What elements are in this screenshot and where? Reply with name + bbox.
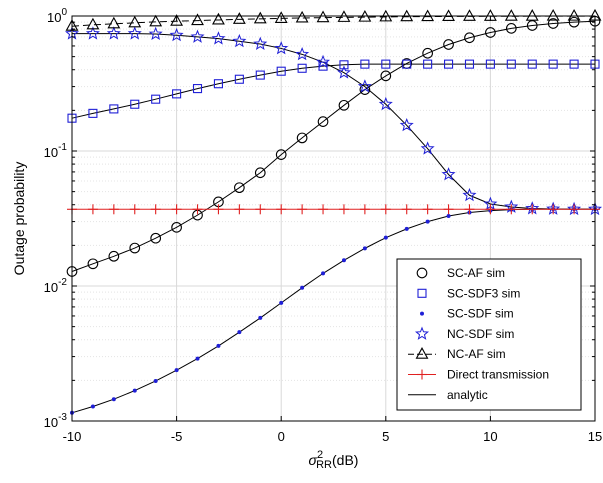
legend-label: analytic [447,388,488,402]
y-tick-label-base: 10 [47,10,61,25]
y-tick-label-exponent: -2 [58,277,67,288]
marker-dot [258,316,262,320]
y-axis-label-text: Outage probability [11,162,27,276]
x-tick-label: -10 [63,429,82,444]
marker-dot [405,227,409,231]
marker-dot [420,312,424,316]
legend-label: NC-AF sim [447,347,506,361]
legend-label: SC-AF sim [447,266,505,280]
marker-dot [237,330,241,334]
marker-dot [279,301,283,305]
y-axis-label: Outage probability [11,162,27,276]
y-tick-label-base: 10 [44,415,58,430]
y-tick-label-exponent: 0 [61,7,67,18]
marker-dot [342,258,346,262]
marker-dot [426,220,430,224]
x-tick-label: 15 [588,429,602,444]
x-axis-label-sub: RR [316,459,332,471]
x-tick-label: 0 [278,429,285,444]
y-tick-label-exponent: -3 [58,412,67,423]
marker-dot [91,405,95,409]
marker-dot [447,214,451,218]
marker-dot [216,344,220,348]
legend-label: SC-SDF3 sim [447,286,520,300]
marker-dot [384,236,388,240]
marker-dot [112,397,116,401]
y-tick-label-base: 10 [44,145,58,160]
marker-dot [133,389,137,393]
marker-dot [300,286,304,290]
y-tick-label-base: 10 [44,280,58,295]
marker-dot [154,379,158,383]
legend-label: SC-SDF sim [447,307,514,321]
y-tick-label-exponent: -1 [58,142,67,153]
x-axis-label-unit: (dB) [332,452,358,468]
x-tick-label: 5 [382,429,389,444]
marker-dot [175,368,179,372]
legend-label: Direct transmission [447,368,549,382]
x-tick-label: 10 [483,429,497,444]
marker-dot [196,357,200,361]
x-tick-label: -5 [171,429,183,444]
marker-dot [321,271,325,275]
marker-dot [363,246,367,250]
x-axis-label: σ2 RR(dB) [309,449,359,471]
legend: SC-AF sim SC-SDF3 sim SC-SDF sim NC-SDF sim… [397,259,581,410]
legend-label: NC-SDF sim [447,327,514,341]
